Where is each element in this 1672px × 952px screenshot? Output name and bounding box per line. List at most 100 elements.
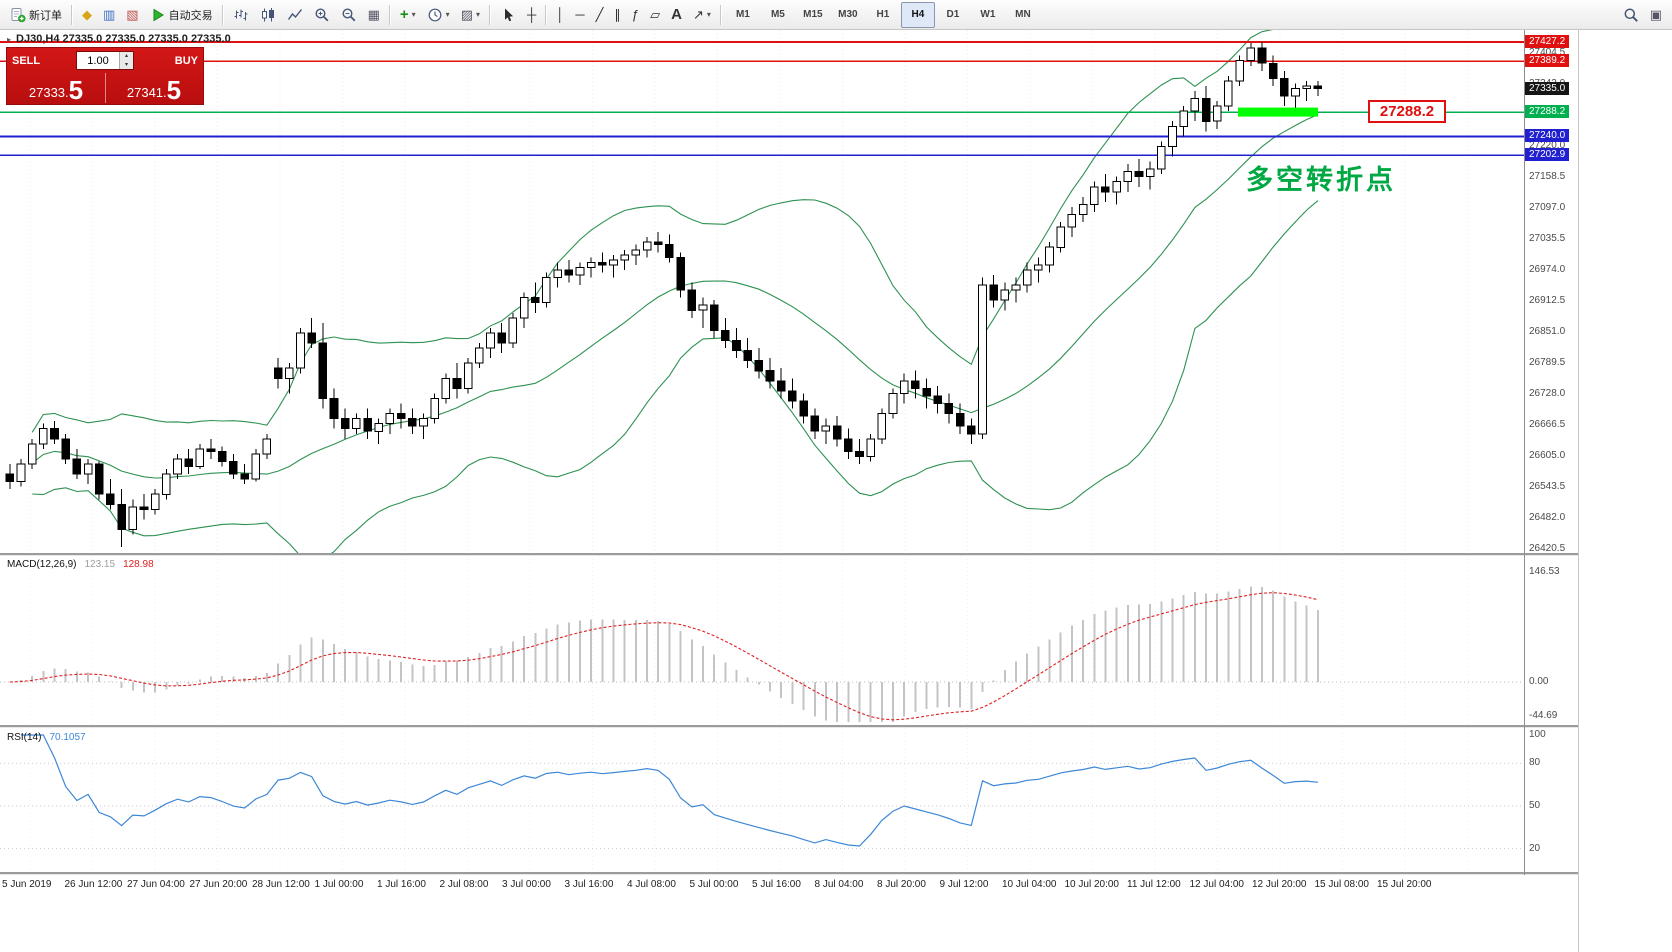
sell-button[interactable]: 27333. 5	[7, 75, 105, 105]
candlestick-mode-button[interactable]	[255, 2, 281, 28]
search-button[interactable]	[1618, 2, 1644, 28]
channel-button[interactable]: ∥	[609, 2, 626, 28]
fibonacci-icon: ƒ	[631, 6, 640, 22]
volume-input[interactable]	[77, 52, 119, 69]
bar-chart-icon	[234, 9, 248, 20]
arrows-button[interactable]: ↗ ▾	[688, 2, 716, 28]
vertical-line-button[interactable]: │	[551, 2, 569, 28]
price-axis-tick: 27404.5	[1529, 47, 1566, 59]
buy-label: BUY	[174, 54, 198, 67]
panel-splitter[interactable]	[0, 872, 1578, 875]
market-watch-button[interactable]: ▥	[98, 2, 120, 28]
panel-splitter[interactable]	[0, 553, 1578, 556]
dropdown-caret-icon: ▾	[411, 10, 416, 19]
timeframe-m15-button[interactable]: M15	[803, 9, 823, 20]
timeframe-h4-button[interactable]: H4	[900, 1, 935, 28]
toolbar-separator	[545, 4, 548, 25]
price-axis-tick: 26851.0	[1529, 326, 1566, 338]
macd-indicator-chart[interactable]	[0, 555, 1524, 725]
tile-windows-button[interactable]: ▦	[363, 2, 385, 28]
price-badge: 27427.2	[1525, 35, 1570, 48]
search-icon	[1624, 8, 1638, 22]
price-axis-tick: 26728.0	[1529, 388, 1566, 400]
bar-chart-mode-button[interactable]	[228, 2, 254, 28]
profiles-button[interactable]: ◆	[77, 2, 97, 28]
toolbar-separator	[71, 4, 73, 25]
panel-splitter[interactable]	[0, 725, 1578, 728]
time-axis[interactable]: 5 Jun 2019 26 Jun 12:00 27 Jun 04:00 27 Jun…	[0, 875, 1578, 895]
time-axis-label: 4 Jul 08:00	[627, 879, 676, 890]
volume-spinner: ▴ ▾	[119, 52, 133, 69]
data-window-button[interactable]: ▧	[121, 2, 143, 28]
timeframe-m30-button[interactable]: M30	[838, 9, 858, 20]
indicators-plus-icon: +	[399, 5, 409, 23]
time-axis-label: 2 Jul 08:00	[439, 879, 489, 890]
time-axis-label: 15 Jul 08:00	[1314, 879, 1370, 890]
time-axis-label: 27 Jun 04:00	[127, 879, 185, 890]
data-window-icon: ▧	[126, 6, 139, 22]
time-axis-label: 3 Jul 00:00	[502, 879, 551, 890]
timeframe-d1-button[interactable]: D1	[946, 9, 960, 20]
buy-button[interactable]: 27341. 5	[105, 77, 203, 105]
volume-down-button[interactable]: ▾	[120, 60, 133, 69]
grid-lines	[29, 555, 1468, 725]
toolbar: 新订单 ◆ ▥ ▧ 自动交易 ▦ + ▾ ▾ ▨ ▾ ┼ │ ─ ╱ ∥ ƒ ▱ A ↗ ▾ M1 M5 M15 M30 H1 H4…	[0, 0, 1672, 30]
price-axis-tick: 26605.0	[1529, 450, 1566, 462]
timeframe-m5-button[interactable]: M5	[770, 9, 785, 20]
time-axis-label: 1 Jul 00:00	[314, 879, 364, 890]
sell-price-big-digit: 5	[68, 75, 84, 105]
time-axis-label: 5 Jul 16:00	[752, 879, 801, 890]
shapes-button[interactable]: ▱	[645, 2, 665, 28]
timeframe-mn-button[interactable]: MN	[1015, 9, 1031, 20]
time-axis-label: 9 Jul 12:00	[939, 879, 989, 890]
trendline-button[interactable]: ╱	[591, 2, 609, 28]
time-axis-label: 11 Jul 12:00	[1127, 879, 1181, 890]
periods-button[interactable]: ▾	[422, 2, 455, 28]
new-chart-window-button[interactable]: ▣	[1645, 2, 1667, 28]
chart-window: ▸ DJ30,H4 27335.0 27335.0 27335.0 27335.…	[0, 30, 1578, 952]
macd-axis-tick: 0.00	[1529, 676, 1549, 687]
zoom-in-button[interactable]	[309, 2, 335, 28]
time-axis-label: 3 Jul 16:00	[564, 879, 614, 890]
price-label-annotation[interactable]: 27288.2	[1368, 100, 1446, 123]
market-watch-icon: ▥	[103, 6, 116, 22]
time-axis-label: 1 Jul 16:00	[377, 879, 426, 890]
text-tool-button[interactable]: A	[666, 2, 687, 28]
cursor-button[interactable]	[495, 2, 521, 28]
crosshair-icon: ┼	[527, 6, 537, 22]
horizontal-line-button[interactable]: ─	[570, 2, 589, 28]
price-axis-tick: 27220.0	[1529, 140, 1566, 152]
line-chart-mode-button[interactable]	[282, 2, 308, 28]
profiles-icon: ◆	[82, 6, 92, 22]
templates-button[interactable]: ▨ ▾	[456, 2, 485, 28]
macd-histogram	[20, 586, 1319, 722]
zoom-out-button[interactable]	[336, 2, 362, 28]
highlight-rectangle[interactable]	[1238, 107, 1318, 117]
shapes-icon: ▱	[650, 6, 661, 22]
time-axis-label: 5 Jun 2019	[2, 879, 52, 890]
zoom-out-icon	[342, 7, 356, 21]
timeframe-w1-button[interactable]: W1	[980, 9, 996, 20]
rsi-indicator-chart[interactable]	[0, 728, 1524, 872]
price-axis-tick: 26912.5	[1529, 295, 1566, 307]
horizontal-line-icon: ─	[575, 6, 585, 22]
crosshair-button[interactable]: ┼	[522, 2, 541, 28]
fibonacci-button[interactable]: ƒ	[627, 2, 644, 28]
indicators-button[interactable]: + ▾	[395, 2, 421, 28]
price-divider	[105, 73, 106, 103]
autotrading-button[interactable]: 自动交易	[145, 2, 218, 28]
turning-point-annotation[interactable]: 多空转折点	[1246, 165, 1396, 195]
new-order-button[interactable]: 新订单	[5, 2, 67, 28]
price-axis-tick: 26666.5	[1529, 419, 1566, 431]
timeframe-m1-button[interactable]: M1	[735, 9, 750, 20]
tile-windows-icon: ▦	[367, 6, 380, 22]
main-price-chart[interactable]	[0, 30, 1524, 553]
volume-up-button[interactable]: ▴	[120, 52, 133, 61]
price-axis-tick: 27097.0	[1529, 202, 1566, 214]
price-axis-tick: 26482.0	[1529, 512, 1566, 524]
timeframe-h1-button[interactable]: H1	[876, 9, 890, 20]
vertical-line-icon: │	[556, 6, 565, 22]
time-axis-label: 15 Jul 20:00	[1377, 879, 1432, 890]
macd-signal-line	[9, 592, 1319, 721]
